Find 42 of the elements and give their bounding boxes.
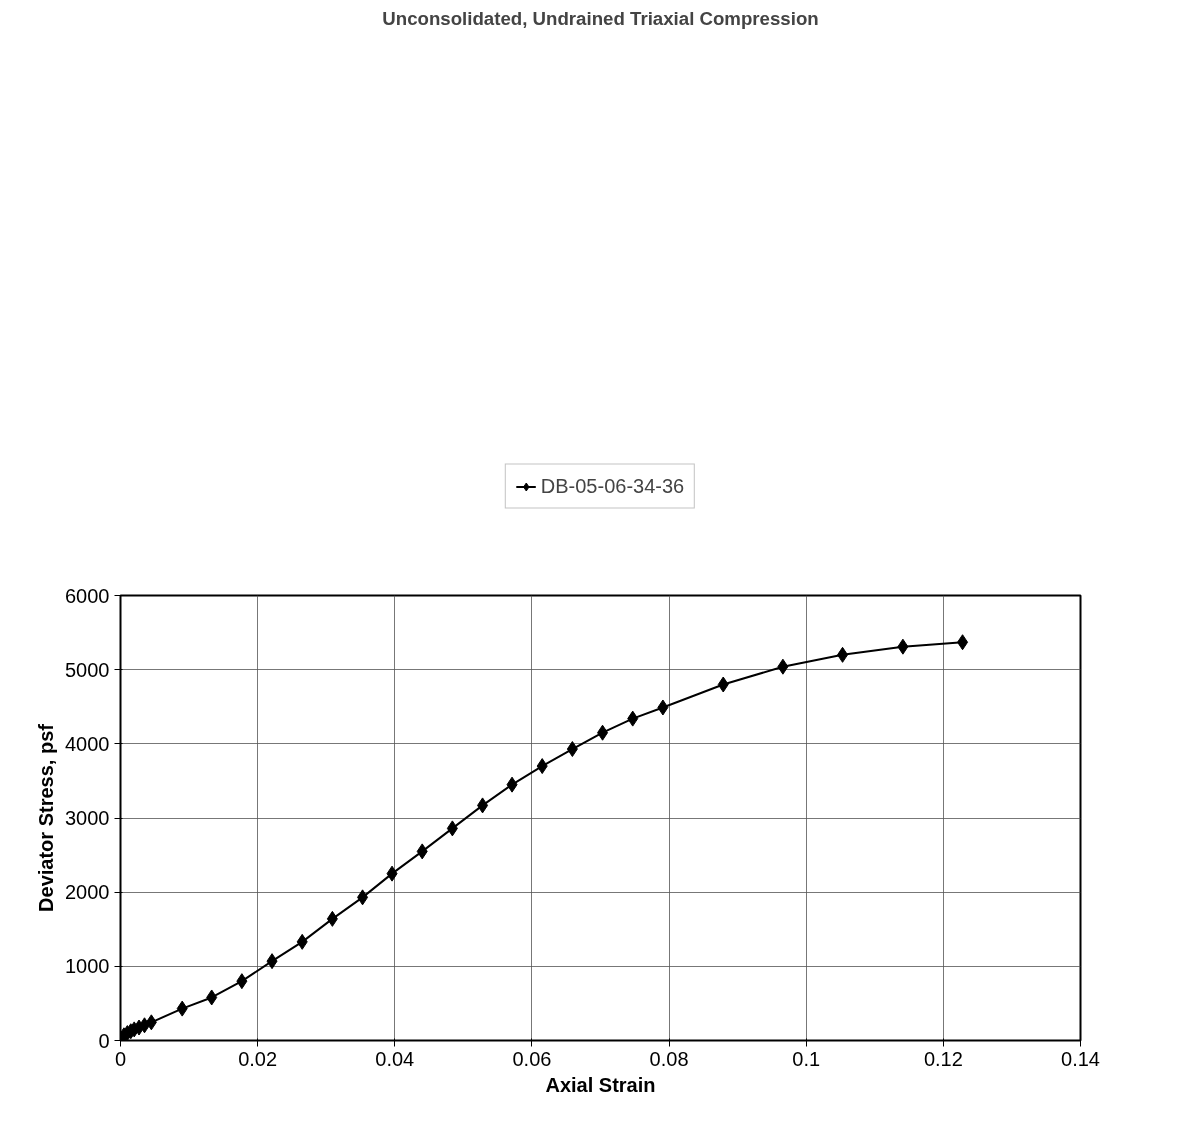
point <box>206 989 218 1006</box>
y-tick-label: 2000 <box>65 881 110 904</box>
point <box>296 933 308 950</box>
point <box>717 676 729 693</box>
x-tick-label: 0.06 <box>512 1047 552 1070</box>
point <box>266 953 278 970</box>
point <box>477 797 489 814</box>
x-tick-label: 0.12 <box>923 1047 963 1070</box>
point <box>145 1014 157 1031</box>
point <box>506 776 518 793</box>
point <box>446 820 458 837</box>
point <box>357 889 369 906</box>
x-tick-label: 0 <box>114 1047 127 1070</box>
point <box>176 1000 188 1017</box>
y-tick-label: 6000 <box>65 584 110 607</box>
point <box>536 758 548 775</box>
point <box>597 724 609 741</box>
y-axis-title: Deviator Stress, psf <box>35 723 58 912</box>
legend-label: DB-05-06-34-36 <box>540 474 685 498</box>
point <box>657 699 669 716</box>
point <box>416 843 428 860</box>
y-tick-label: 1000 <box>65 955 110 978</box>
y-tick-label: 0 <box>98 1029 110 1052</box>
x-tick-label: 0.08 <box>649 1047 689 1070</box>
point <box>566 741 578 758</box>
point <box>897 638 909 655</box>
x-tick-label: 0.1 <box>792 1047 821 1070</box>
point <box>326 910 338 927</box>
x-tick-label: 0.14 <box>1061 1047 1100 1070</box>
x-axis-title: Axial Strain <box>545 1073 656 1096</box>
chart-title: Unconsolidated, Undrained Triaxial Compression <box>382 7 819 29</box>
point <box>957 634 969 651</box>
point <box>627 710 639 727</box>
point <box>236 973 248 990</box>
point <box>777 658 789 675</box>
x-tick-label: 0.04 <box>375 1047 415 1070</box>
y-tick-label: 5000 <box>65 658 110 681</box>
point <box>837 646 849 663</box>
y-tick-label: 3000 <box>65 807 110 829</box>
point <box>386 865 398 882</box>
x-tick-label: 0.02 <box>238 1047 278 1070</box>
y-tick-label: 4000 <box>65 732 110 755</box>
